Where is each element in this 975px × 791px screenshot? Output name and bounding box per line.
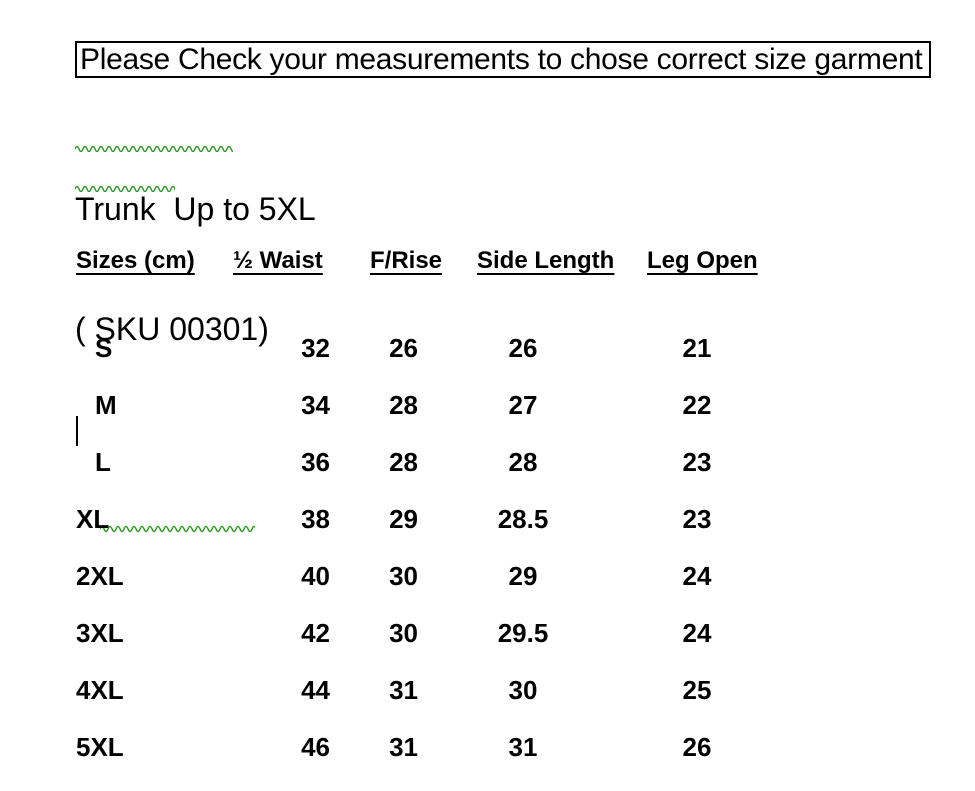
heading-line1[interactable]: Trunk Up to 5XL: [75, 191, 316, 227]
leg-cell[interactable]: 23: [682, 504, 712, 534]
waist-cell[interactable]: 34: [301, 390, 330, 420]
leg-cell[interactable]: 26: [682, 732, 712, 762]
rise-cell[interactable]: 28: [389, 447, 418, 477]
size-cell[interactable]: XL: [76, 504, 110, 534]
notice-box[interactable]: Please Check your measurements to chose …: [75, 41, 931, 78]
document-heading[interactable]: Trunk Up to 5XL ( SKU 00301): [75, 109, 316, 389]
rise-cell[interactable]: 30: [389, 561, 418, 591]
rise-cell[interactable]: 31: [389, 675, 418, 705]
rise-cell[interactable]: 26: [389, 333, 418, 363]
size-cell[interactable]: 2XL: [76, 561, 124, 591]
side-cell[interactable]: 29.5: [497, 618, 549, 648]
leg-cell[interactable]: 25: [682, 675, 712, 705]
side-cell[interactable]: 31: [508, 732, 538, 762]
table-row[interactable]: XL 38 29 28.5 23: [76, 506, 766, 563]
rise-cell[interactable]: 30: [389, 618, 418, 648]
waist-cell[interactable]: 40: [301, 561, 330, 591]
table-row[interactable]: 5XL 46 31 31 26: [76, 734, 766, 791]
waist-cell[interactable]: 42: [301, 618, 330, 648]
side-cell[interactable]: 28.5: [497, 504, 549, 534]
spellcheck-squiggle-heading: [75, 145, 233, 152]
table-row[interactable]: 4XL 44 31 30 25: [76, 677, 766, 734]
waist-cell[interactable]: 36: [301, 447, 330, 477]
column-header-half-waist[interactable]: ½ Waist: [233, 247, 323, 274]
side-cell[interactable]: 26: [508, 333, 538, 363]
rise-cell[interactable]: 29: [389, 504, 418, 534]
heading-line2[interactable]: ( SKU 00301): [75, 311, 269, 347]
table-row[interactable]: M 34 28 27 22: [76, 392, 766, 449]
rise-cell[interactable]: 31: [389, 732, 418, 762]
waist-cell[interactable]: 46: [301, 732, 330, 762]
leg-cell[interactable]: 21: [682, 333, 712, 363]
notice-text[interactable]: Please Check your measurements to chose …: [80, 42, 923, 76]
rise-cell[interactable]: 28: [389, 390, 418, 420]
size-cell[interactable]: M: [95, 390, 117, 420]
waist-cell[interactable]: 32: [301, 333, 330, 363]
side-cell[interactable]: 29: [508, 561, 538, 591]
size-table[interactable]: S 32 26 26 21 M 34 28 27 22 L 36 28 28 2…: [76, 335, 766, 791]
column-header-sizes[interactable]: Sizes (cm): [76, 247, 195, 274]
table-row[interactable]: 3XL 42 30 29.5 24: [76, 620, 766, 677]
text-cursor: [76, 416, 78, 446]
size-cell[interactable]: S: [95, 333, 113, 363]
spellcheck-squiggle-sku: [75, 185, 175, 192]
size-cell[interactable]: L: [95, 447, 111, 477]
table-row[interactable]: L 36 28 28 23: [76, 449, 766, 506]
column-header-side-length[interactable]: Side Length: [477, 247, 615, 274]
size-cell[interactable]: 3XL: [76, 618, 124, 648]
spellcheck-squiggle-xl: [100, 525, 255, 532]
table-row[interactable]: S 32 26 26 21: [76, 335, 766, 392]
table-row[interactable]: 2XL 40 30 29 24: [76, 563, 766, 620]
side-cell[interactable]: 27: [508, 390, 538, 420]
size-cell[interactable]: 5XL: [76, 732, 124, 762]
leg-cell[interactable]: 24: [682, 618, 712, 648]
column-header-f-rise[interactable]: F/Rise: [370, 247, 443, 274]
waist-cell[interactable]: 38: [301, 504, 330, 534]
leg-cell[interactable]: 23: [682, 447, 712, 477]
side-cell[interactable]: 28: [508, 447, 538, 477]
leg-cell[interactable]: 22: [682, 390, 712, 420]
column-header-leg-open[interactable]: Leg Open: [647, 247, 758, 274]
waist-cell[interactable]: 44: [301, 675, 330, 705]
leg-cell[interactable]: 24: [682, 561, 712, 591]
side-cell[interactable]: 30: [508, 675, 538, 705]
size-cell[interactable]: 4XL: [76, 675, 124, 705]
